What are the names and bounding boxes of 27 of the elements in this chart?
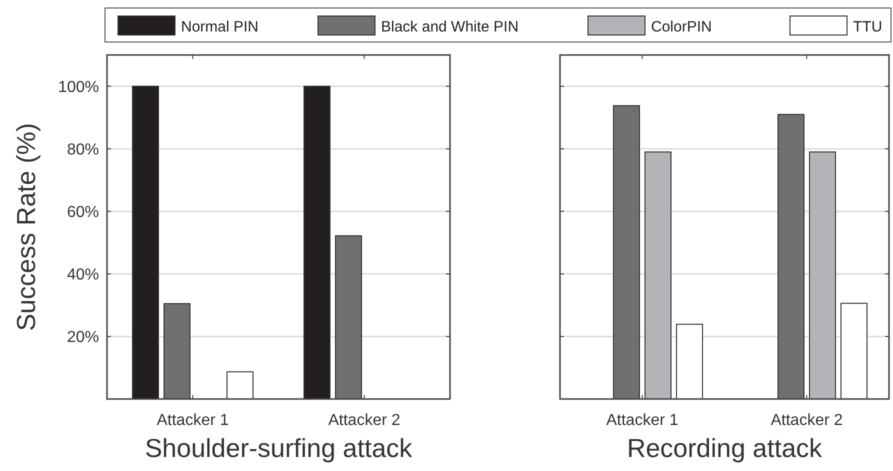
bar <box>132 86 159 400</box>
y-tick-label: 60% <box>66 204 99 221</box>
x-tick-label: Attacker 1 <box>606 412 678 429</box>
legend-label: Normal PIN <box>181 18 259 36</box>
x-axis-title: Shoulder-surfing attack <box>144 433 414 463</box>
x-axis-title: Recording attack <box>626 433 824 463</box>
bar <box>226 371 254 400</box>
x-tick-label: Attacker 2 <box>770 412 843 429</box>
legend-label: ColorPIN <box>651 18 712 36</box>
bar <box>304 86 330 400</box>
x-tick-label: Attacker 1 <box>156 412 229 429</box>
y-axis-title: Success Rate (%) <box>11 122 41 332</box>
legend-label: TTU <box>853 18 882 36</box>
bar <box>613 105 640 400</box>
y-tick-label: 80% <box>66 141 99 158</box>
bar <box>676 324 703 400</box>
y-tick-label: 20% <box>66 329 99 346</box>
bar <box>644 151 672 400</box>
bar <box>809 151 836 400</box>
legend-label: Black and White PIN <box>381 18 519 36</box>
y-tick-label: 100% <box>58 78 99 96</box>
bar <box>335 235 362 400</box>
bar <box>840 302 868 400</box>
x-tick-label: Attacker 2 <box>328 412 400 429</box>
y-tick-label: 40% <box>66 266 99 284</box>
bar <box>164 303 190 400</box>
bar <box>778 114 804 400</box>
